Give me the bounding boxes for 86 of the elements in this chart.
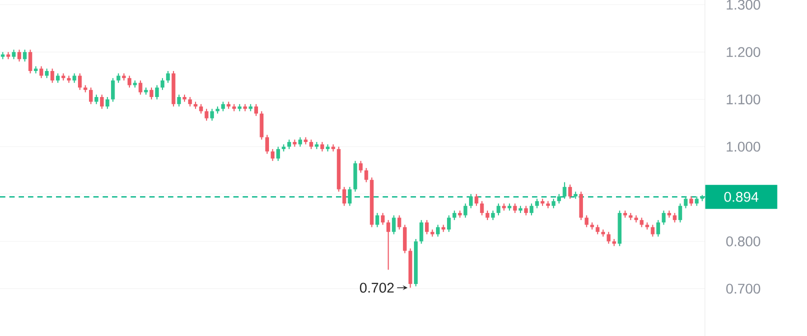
y-tick-label: 1.100: [726, 94, 760, 104]
candlestick: [138, 80, 142, 96]
candlestick: [656, 220, 660, 238]
candlestick: [464, 202, 468, 218]
candlestick: [12, 49, 16, 60]
candlestick: [392, 214, 396, 235]
candlestick: [568, 184, 572, 200]
candlestick: [155, 84, 159, 100]
candlestick: [111, 78, 115, 102]
y-tick-label: 1.200: [726, 47, 760, 58]
candlestick: [596, 224, 600, 235]
candlestick: [326, 144, 330, 152]
candlestick: [160, 78, 164, 90]
candlestick: [260, 110, 264, 140]
candlestick: [452, 210, 456, 221]
candlestick: [94, 94, 98, 105]
candlestick: [402, 224, 407, 254]
candlestick: [584, 214, 588, 228]
candlestick: [496, 202, 500, 216]
candlestick: [474, 193, 478, 206]
candlestick: [562, 182, 566, 200]
candlestick: [78, 72, 82, 90]
candlestick: [116, 72, 120, 84]
candlestick: [265, 134, 270, 154]
candlestick: [17, 49, 22, 62]
candlestick: [380, 212, 385, 226]
candlestick: [188, 96, 192, 108]
candlestick: [298, 136, 302, 148]
candlestick: [128, 75, 132, 88]
candlestick: [424, 220, 429, 235]
candlestick: [150, 87, 154, 100]
candlestick: [375, 212, 380, 228]
candlestick: [50, 68, 54, 84]
y-tick-label: 1.000: [726, 142, 760, 152]
candlestick: [579, 191, 583, 221]
candlestick: [177, 94, 181, 108]
candlestick: [662, 210, 666, 226]
y-tick-label: 0.800: [726, 236, 760, 246]
candlestick: [436, 224, 440, 238]
candlestick: [22, 49, 27, 62]
candlestick: [535, 198, 539, 209]
candlestick: [447, 214, 451, 232]
candlestick: [0, 52, 5, 60]
candlestick: [72, 72, 76, 84]
candlestick: [276, 146, 280, 162]
candlestick: [606, 231, 610, 244]
y-tick-label: 0.700: [726, 284, 760, 294]
candlestick: [270, 148, 275, 162]
candlestick: [684, 196, 688, 209]
candlestick: [640, 217, 644, 228]
candlestick: [524, 205, 528, 216]
candlestick: [513, 202, 517, 214]
candlestick: [166, 70, 170, 84]
candlestick: [650, 224, 655, 238]
candlestick: [364, 167, 368, 183]
candlestick: [530, 202, 534, 216]
candlestick: [28, 49, 32, 74]
candlestick: [254, 104, 258, 116]
candlestick: [486, 210, 490, 221]
candlestick: [557, 193, 561, 204]
y-tick-label: 1.300: [726, 0, 760, 10]
candlestick: [700, 194, 704, 202]
candlestick: [419, 220, 424, 244]
annotation: 0.702: [360, 282, 394, 293]
candlestick: [331, 144, 336, 152]
candlestick: [386, 220, 390, 270]
candlestick: [6, 52, 10, 60]
candlestick: [221, 101, 225, 112]
candlestick: [397, 214, 402, 230]
candlestick: [491, 210, 495, 221]
candlestick: [678, 202, 682, 223]
candlestick: [100, 94, 104, 110]
candlestick: [552, 198, 556, 209]
candlestick: [348, 186, 352, 206]
candlestick: [358, 160, 363, 174]
candlestick: [39, 66, 44, 79]
candlestick: [469, 193, 473, 209]
candlestick: [199, 104, 203, 114]
ref-line-label: 0.894: [724, 192, 758, 202]
candlestick: [342, 186, 346, 206]
candlestick: [89, 87, 93, 105]
candlestick: [56, 72, 60, 84]
candlestick: [106, 96, 110, 110]
candlestick: [480, 200, 484, 216]
candlestick: [204, 108, 208, 122]
candlestick: [210, 108, 214, 122]
